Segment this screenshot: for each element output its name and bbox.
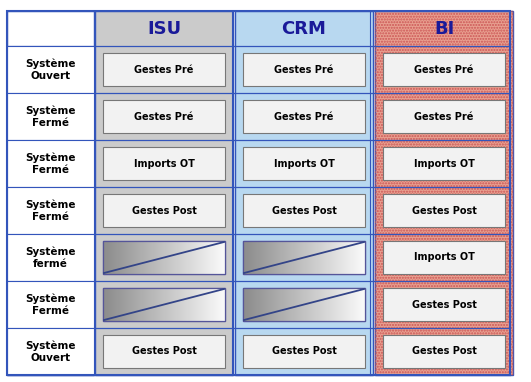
FancyBboxPatch shape: [103, 194, 225, 227]
FancyBboxPatch shape: [383, 194, 505, 227]
Text: Gestes Post: Gestes Post: [132, 346, 196, 356]
Text: Système
fermé: Système fermé: [25, 246, 76, 269]
FancyBboxPatch shape: [383, 335, 505, 368]
Bar: [7, 93, 94, 140]
Bar: [7, 11, 94, 375]
Text: Gestes Post: Gestes Post: [132, 206, 196, 215]
Bar: [7, 140, 94, 187]
Bar: [7, 46, 94, 93]
FancyBboxPatch shape: [243, 100, 365, 133]
Text: Gestes Pré: Gestes Pré: [414, 65, 474, 74]
Text: Système
Fermé: Système Fermé: [25, 199, 76, 222]
Text: Imports OT: Imports OT: [134, 159, 194, 168]
Bar: [7, 281, 94, 328]
Text: Système
Fermé: Système Fermé: [25, 293, 76, 316]
Bar: [95, 11, 233, 375]
FancyBboxPatch shape: [243, 53, 365, 86]
FancyBboxPatch shape: [383, 147, 505, 180]
Text: Gestes Post: Gestes Post: [412, 299, 476, 309]
Text: Gestes Pré: Gestes Pré: [275, 112, 333, 121]
Bar: [375, 11, 513, 375]
FancyBboxPatch shape: [103, 53, 225, 86]
Text: Imports OT: Imports OT: [414, 159, 474, 168]
Text: Système
Ouvert: Système Ouvert: [25, 340, 76, 363]
FancyBboxPatch shape: [243, 147, 365, 180]
Text: Gestes Pré: Gestes Pré: [275, 65, 333, 74]
Text: Gestes Pré: Gestes Pré: [134, 65, 194, 74]
Text: Gestes Pré: Gestes Pré: [414, 112, 474, 121]
FancyBboxPatch shape: [103, 147, 225, 180]
Text: BI: BI: [434, 19, 454, 37]
Bar: [7, 328, 94, 375]
Text: ISU: ISU: [147, 19, 181, 37]
Text: Imports OT: Imports OT: [414, 253, 474, 262]
FancyBboxPatch shape: [103, 100, 225, 133]
Text: Système
Fermé: Système Fermé: [25, 152, 76, 175]
FancyBboxPatch shape: [243, 241, 365, 274]
Text: Gestes Post: Gestes Post: [271, 346, 337, 356]
FancyBboxPatch shape: [383, 288, 505, 321]
Bar: [375, 11, 513, 375]
FancyBboxPatch shape: [243, 335, 365, 368]
FancyBboxPatch shape: [383, 100, 505, 133]
Bar: [7, 187, 94, 234]
Text: Gestes Post: Gestes Post: [412, 206, 476, 215]
FancyBboxPatch shape: [103, 241, 225, 274]
FancyBboxPatch shape: [103, 288, 225, 321]
Text: Gestes Post: Gestes Post: [412, 346, 476, 356]
Text: Gestes Post: Gestes Post: [271, 206, 337, 215]
FancyBboxPatch shape: [243, 194, 365, 227]
FancyBboxPatch shape: [383, 53, 505, 86]
Text: Système
Fermé: Système Fermé: [25, 105, 76, 128]
Bar: [7, 234, 94, 281]
Bar: [235, 11, 373, 375]
Text: Système
Ouvert: Système Ouvert: [25, 58, 76, 81]
FancyBboxPatch shape: [243, 288, 365, 321]
Text: Gestes Pré: Gestes Pré: [134, 112, 194, 121]
FancyBboxPatch shape: [383, 241, 505, 274]
FancyBboxPatch shape: [103, 335, 225, 368]
Text: CRM: CRM: [281, 19, 327, 37]
Text: Imports OT: Imports OT: [273, 159, 335, 168]
